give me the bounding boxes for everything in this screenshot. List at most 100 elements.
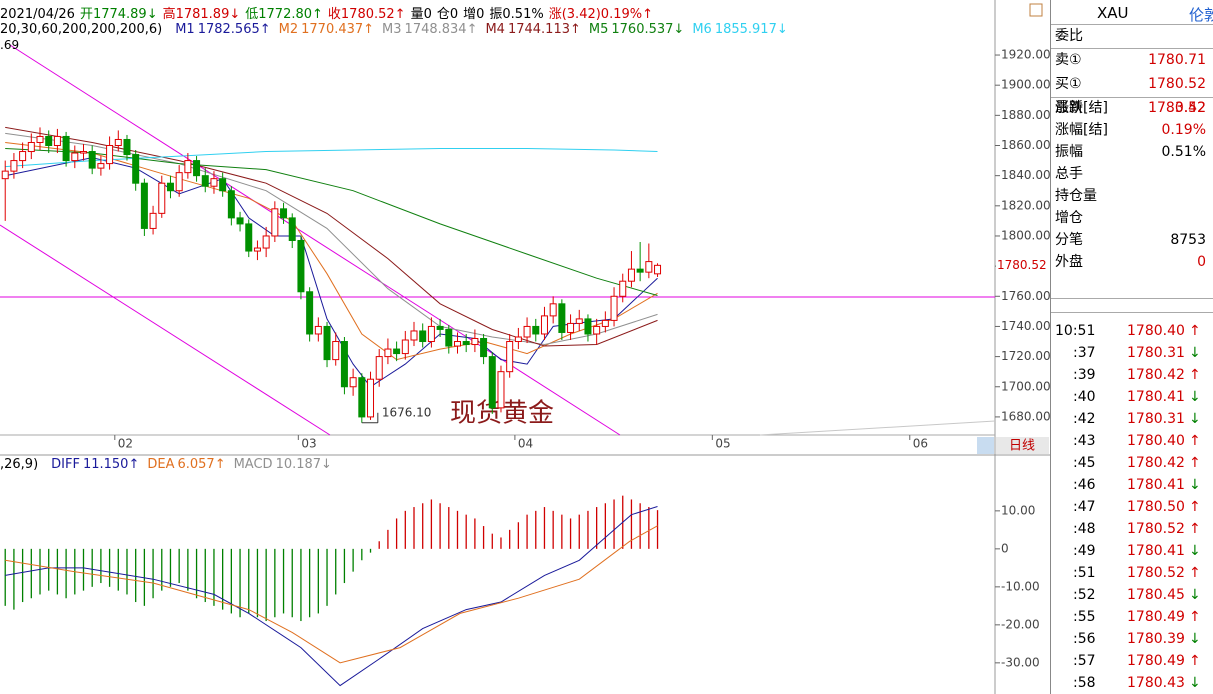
legend-name: DEA (147, 457, 175, 472)
tick-row: :45 1780.42 ↑ (1055, 452, 1206, 474)
tick-arrow: ↑ (1189, 367, 1201, 383)
tick-arrow: ↑ (1189, 565, 1201, 581)
quote-value: 1780.52 (1148, 76, 1206, 92)
quote-value: 0 (1197, 254, 1206, 270)
candle-body (36, 135, 44, 143)
y-tick-label: 10.00 (1001, 503, 1035, 517)
indicator-line (5, 126, 658, 347)
tick-price: 1780.41 (1127, 543, 1185, 559)
candle-body (453, 341, 461, 347)
x-tick-label: 05 (715, 437, 730, 451)
candle-body (175, 172, 183, 192)
candle-body (132, 154, 140, 184)
quote-row: 涨跌[结] 3.42 (1055, 97, 1206, 119)
period-tab[interactable]: 日线 (1009, 439, 1035, 454)
quote-value: 1780.71 (1148, 52, 1206, 68)
y-tick-label: 1900.00 (1001, 78, 1050, 92)
tick-time: :49 (1073, 543, 1096, 559)
candle-body (19, 151, 27, 162)
y-tick-label: 1840.00 (1001, 168, 1050, 182)
scroll-button[interactable] (977, 437, 994, 454)
tick-time: :46 (1073, 477, 1096, 493)
low-label: 1676.10 (382, 405, 432, 419)
quote-row: 委比 (1055, 25, 1206, 47)
tick-time: :37 (1073, 345, 1096, 361)
legend-entry: DIFF 11.150↑ (51, 457, 139, 472)
period-tab-bg[interactable] (996, 437, 1049, 454)
tick-row: :47 1780.50 ↑ (1055, 496, 1206, 518)
tick-row: :42 1780.31 ↓ (1055, 408, 1206, 430)
trend-line (759, 420, 996, 436)
tick-arrow: ↓ (1189, 543, 1201, 559)
candle-body (410, 330, 418, 341)
candle-body (1, 170, 9, 180)
legend-value: 11.150↑ (82, 457, 140, 472)
legend-entry: M3 1748.834↑ (382, 22, 477, 37)
indicator-line (5, 506, 658, 687)
tick-price: 1780.42 (1127, 455, 1185, 471)
legend-name: DIFF (51, 457, 80, 472)
candle-body (523, 325, 531, 338)
quote-label: 持仓量 (1055, 188, 1097, 204)
tick-price: 1780.49 (1127, 653, 1185, 669)
icon[interactable] (1029, 3, 1043, 17)
candle-body (201, 175, 209, 187)
candle-body (271, 208, 279, 237)
candle-body (340, 341, 348, 388)
note-text: .69 (0, 38, 20, 52)
x-tick-label: 03 (301, 437, 316, 451)
y-tick-label: 1700.00 (1001, 379, 1050, 393)
quote-field: 高1781.89↓ (162, 7, 241, 22)
tick-time: :58 (1073, 675, 1096, 691)
candle-body (332, 341, 340, 361)
tick-row: :57 1780.49 ↑ (1055, 650, 1206, 672)
tick-price: 1780.41 (1127, 389, 1185, 405)
separator (1051, 97, 1213, 98)
legend-value: 1782.565↑ (197, 22, 271, 37)
separator (1051, 298, 1213, 299)
candle-body (149, 212, 157, 229)
candle-body (62, 135, 70, 162)
legend-name: MACD (233, 457, 273, 472)
quote-label: 外盘 (1055, 254, 1083, 270)
quote-value: 8753 (1170, 232, 1206, 248)
legend-name: M6 (692, 22, 712, 37)
indicator-line (5, 148, 658, 296)
candle-body (280, 208, 288, 219)
tick-time: :55 (1073, 609, 1096, 625)
tick-row: :58 1780.43 ↓ (1055, 672, 1206, 694)
candle-body (436, 325, 444, 330)
legend-value: 1744.113↑ (507, 22, 581, 37)
legend-entry: MACD 10.187↓ (234, 457, 332, 472)
tick-time: :57 (1073, 653, 1096, 669)
trend-line (0, 224, 331, 436)
y-tick-label: 1720.00 (1001, 349, 1050, 363)
quote-field: 涨(3.42)0.19%↑ (548, 7, 653, 22)
candle-body (236, 217, 244, 225)
quote-label: 分笔 (1055, 232, 1083, 248)
candle-body (314, 325, 322, 335)
x-tick-label: 06 (913, 437, 928, 451)
candle-body (219, 178, 227, 192)
candle-body (10, 160, 18, 172)
macd-params: ,26,9) (0, 457, 39, 472)
candle-body (88, 151, 96, 169)
legend-entry: M6 1855.917↓ (692, 22, 787, 37)
tick-arrow: ↓ (1189, 389, 1201, 405)
quote-row: 最新 1780.52 (1055, 97, 1206, 119)
quote-field: 仓0 (436, 7, 459, 22)
candle-body (419, 330, 427, 343)
quote-header: 2021/04/26 开1774.89↓ 高1781.89↓ 低1772.80↑ 收17… (0, 3, 658, 22)
legend-entry: M4 1744.113↑ (485, 22, 580, 37)
quote-value: 0.19% (1161, 122, 1206, 138)
candle-body (288, 217, 296, 241)
tick-row: :55 1780.49 ↑ (1055, 606, 1206, 628)
tick-price: 1780.42 (1127, 367, 1185, 383)
symbol: XAU (1097, 4, 1129, 22)
candle-body (114, 138, 122, 147)
legend-entry: M5 1760.537↓ (589, 22, 684, 37)
legend-value: 10.187↓ (275, 457, 332, 472)
trend-line (9, 44, 621, 436)
tick-arrow: ↑ (1189, 653, 1201, 669)
